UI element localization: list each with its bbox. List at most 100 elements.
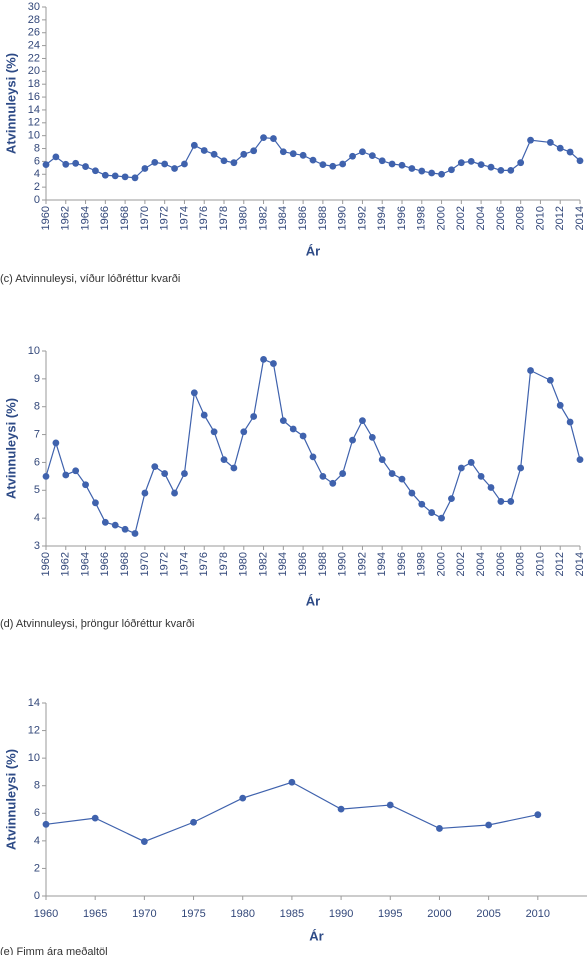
data-point xyxy=(141,489,149,497)
x-tick-label: 1994 xyxy=(376,206,388,230)
caption: (d) Atvinnuleysi, þröngur lóðréttur kvar… xyxy=(0,618,194,630)
data-point xyxy=(339,470,347,477)
data-point xyxy=(181,160,188,168)
data-point xyxy=(507,167,515,174)
y-tick-label: 4 xyxy=(34,168,40,180)
data-point xyxy=(42,472,50,480)
x-tick-label: 1972 xyxy=(159,552,171,576)
y-tick-label: 10 xyxy=(28,130,40,142)
x-tick-label: 1960 xyxy=(40,552,52,576)
data-point xyxy=(448,166,455,174)
data-point xyxy=(250,147,258,155)
x-tick-label: 1996 xyxy=(396,552,408,576)
data-point xyxy=(467,158,475,165)
data-point xyxy=(359,417,366,425)
data-point xyxy=(534,811,542,819)
data-point xyxy=(339,160,347,168)
data-point xyxy=(171,165,178,172)
x-tick-label: 1972 xyxy=(159,206,171,230)
y-tick-label: 12 xyxy=(28,117,40,129)
data-point xyxy=(566,418,574,426)
x-tick-label: 2010 xyxy=(534,206,546,230)
data-point xyxy=(140,838,148,845)
x-tick-label: 1990 xyxy=(337,206,349,230)
data-point xyxy=(299,432,307,440)
data-point xyxy=(92,167,99,175)
caption: (c) Atvinnuleysi, víður lóðréttur kvarði xyxy=(0,273,180,285)
y-tick-label: 8 xyxy=(34,780,40,792)
x-tick-label: 2008 xyxy=(515,552,527,576)
x-tick-label: 2005 xyxy=(476,908,500,920)
x-tick-label: 1978 xyxy=(218,552,230,576)
x-tick-label: 1974 xyxy=(178,552,190,576)
x-tick-label: 2004 xyxy=(475,206,487,230)
y-tick-label: 12 xyxy=(28,724,40,736)
y-tick-label: 10 xyxy=(28,345,40,357)
y-tick-label: 20 xyxy=(28,65,40,77)
y-tick-label: 6 xyxy=(34,807,40,819)
y-tick-label: 4 xyxy=(34,512,40,524)
data-point xyxy=(517,159,525,167)
data-point xyxy=(487,484,495,491)
data-point xyxy=(457,159,465,167)
data-point xyxy=(319,472,327,480)
data-point xyxy=(527,136,534,144)
x-tick-label: 1982 xyxy=(257,552,269,576)
data-point xyxy=(386,801,394,809)
x-tick-label: 1975 xyxy=(181,908,205,920)
x-tick-label: 1988 xyxy=(317,552,329,576)
x-tick-label: 2014 xyxy=(574,552,586,576)
y-tick-label: 9 xyxy=(34,373,40,385)
data-point xyxy=(329,162,337,170)
x-tick-label: 2012 xyxy=(554,206,566,230)
data-point xyxy=(576,157,584,165)
x-axis-title: Ár xyxy=(306,243,320,258)
data-point xyxy=(190,818,197,826)
y-tick-label: 30 xyxy=(28,1,40,13)
x-tick-label: 1995 xyxy=(378,908,402,920)
x-axis-title: Ár xyxy=(309,928,323,943)
y-tick-label: 8 xyxy=(34,142,40,154)
x-tick-label: 2004 xyxy=(475,552,487,576)
data-point xyxy=(388,160,396,168)
x-tick-label: 1968 xyxy=(119,552,131,576)
data-point xyxy=(398,161,406,169)
data-point xyxy=(151,158,159,166)
x-axis-title: Ár xyxy=(306,593,320,608)
data-point xyxy=(72,159,80,167)
y-axis-title: Atvinnuleysi (%) xyxy=(3,398,18,499)
y-axis-title: Atvinnuleysi (%) xyxy=(3,749,18,850)
y-tick-label: 10 xyxy=(28,752,40,764)
data-point xyxy=(368,152,376,160)
data-point xyxy=(337,805,345,813)
data-point xyxy=(121,173,129,181)
x-tick-label: 1974 xyxy=(178,206,190,230)
data-point xyxy=(436,825,443,832)
data-point xyxy=(82,481,89,489)
y-tick-label: 14 xyxy=(28,104,40,116)
data-point xyxy=(428,509,436,516)
x-tick-label: 2010 xyxy=(526,908,550,920)
x-tick-label: 1990 xyxy=(337,552,349,576)
data-point xyxy=(141,165,149,172)
x-tick-label: 2000 xyxy=(435,206,447,230)
y-tick-label: 0 xyxy=(34,194,40,206)
y-tick-label: 2 xyxy=(34,862,40,874)
caption: (e) Fimm ára meðaltöl xyxy=(0,946,108,955)
x-tick-label: 1998 xyxy=(416,552,428,576)
y-tick-label: 0 xyxy=(34,890,40,902)
data-point xyxy=(288,778,296,786)
x-tick-label: 1966 xyxy=(99,206,111,230)
x-tick-label: 1980 xyxy=(238,552,250,576)
x-tick-label: 1980 xyxy=(238,206,250,230)
x-tick-label: 2006 xyxy=(495,552,507,576)
data-point xyxy=(438,514,445,522)
data-point xyxy=(260,134,267,141)
data-point xyxy=(546,376,554,384)
data-point xyxy=(309,453,317,461)
data-line xyxy=(45,358,581,535)
x-tick-label: 1992 xyxy=(356,552,368,576)
data-point xyxy=(349,436,356,444)
data-point xyxy=(408,165,416,172)
